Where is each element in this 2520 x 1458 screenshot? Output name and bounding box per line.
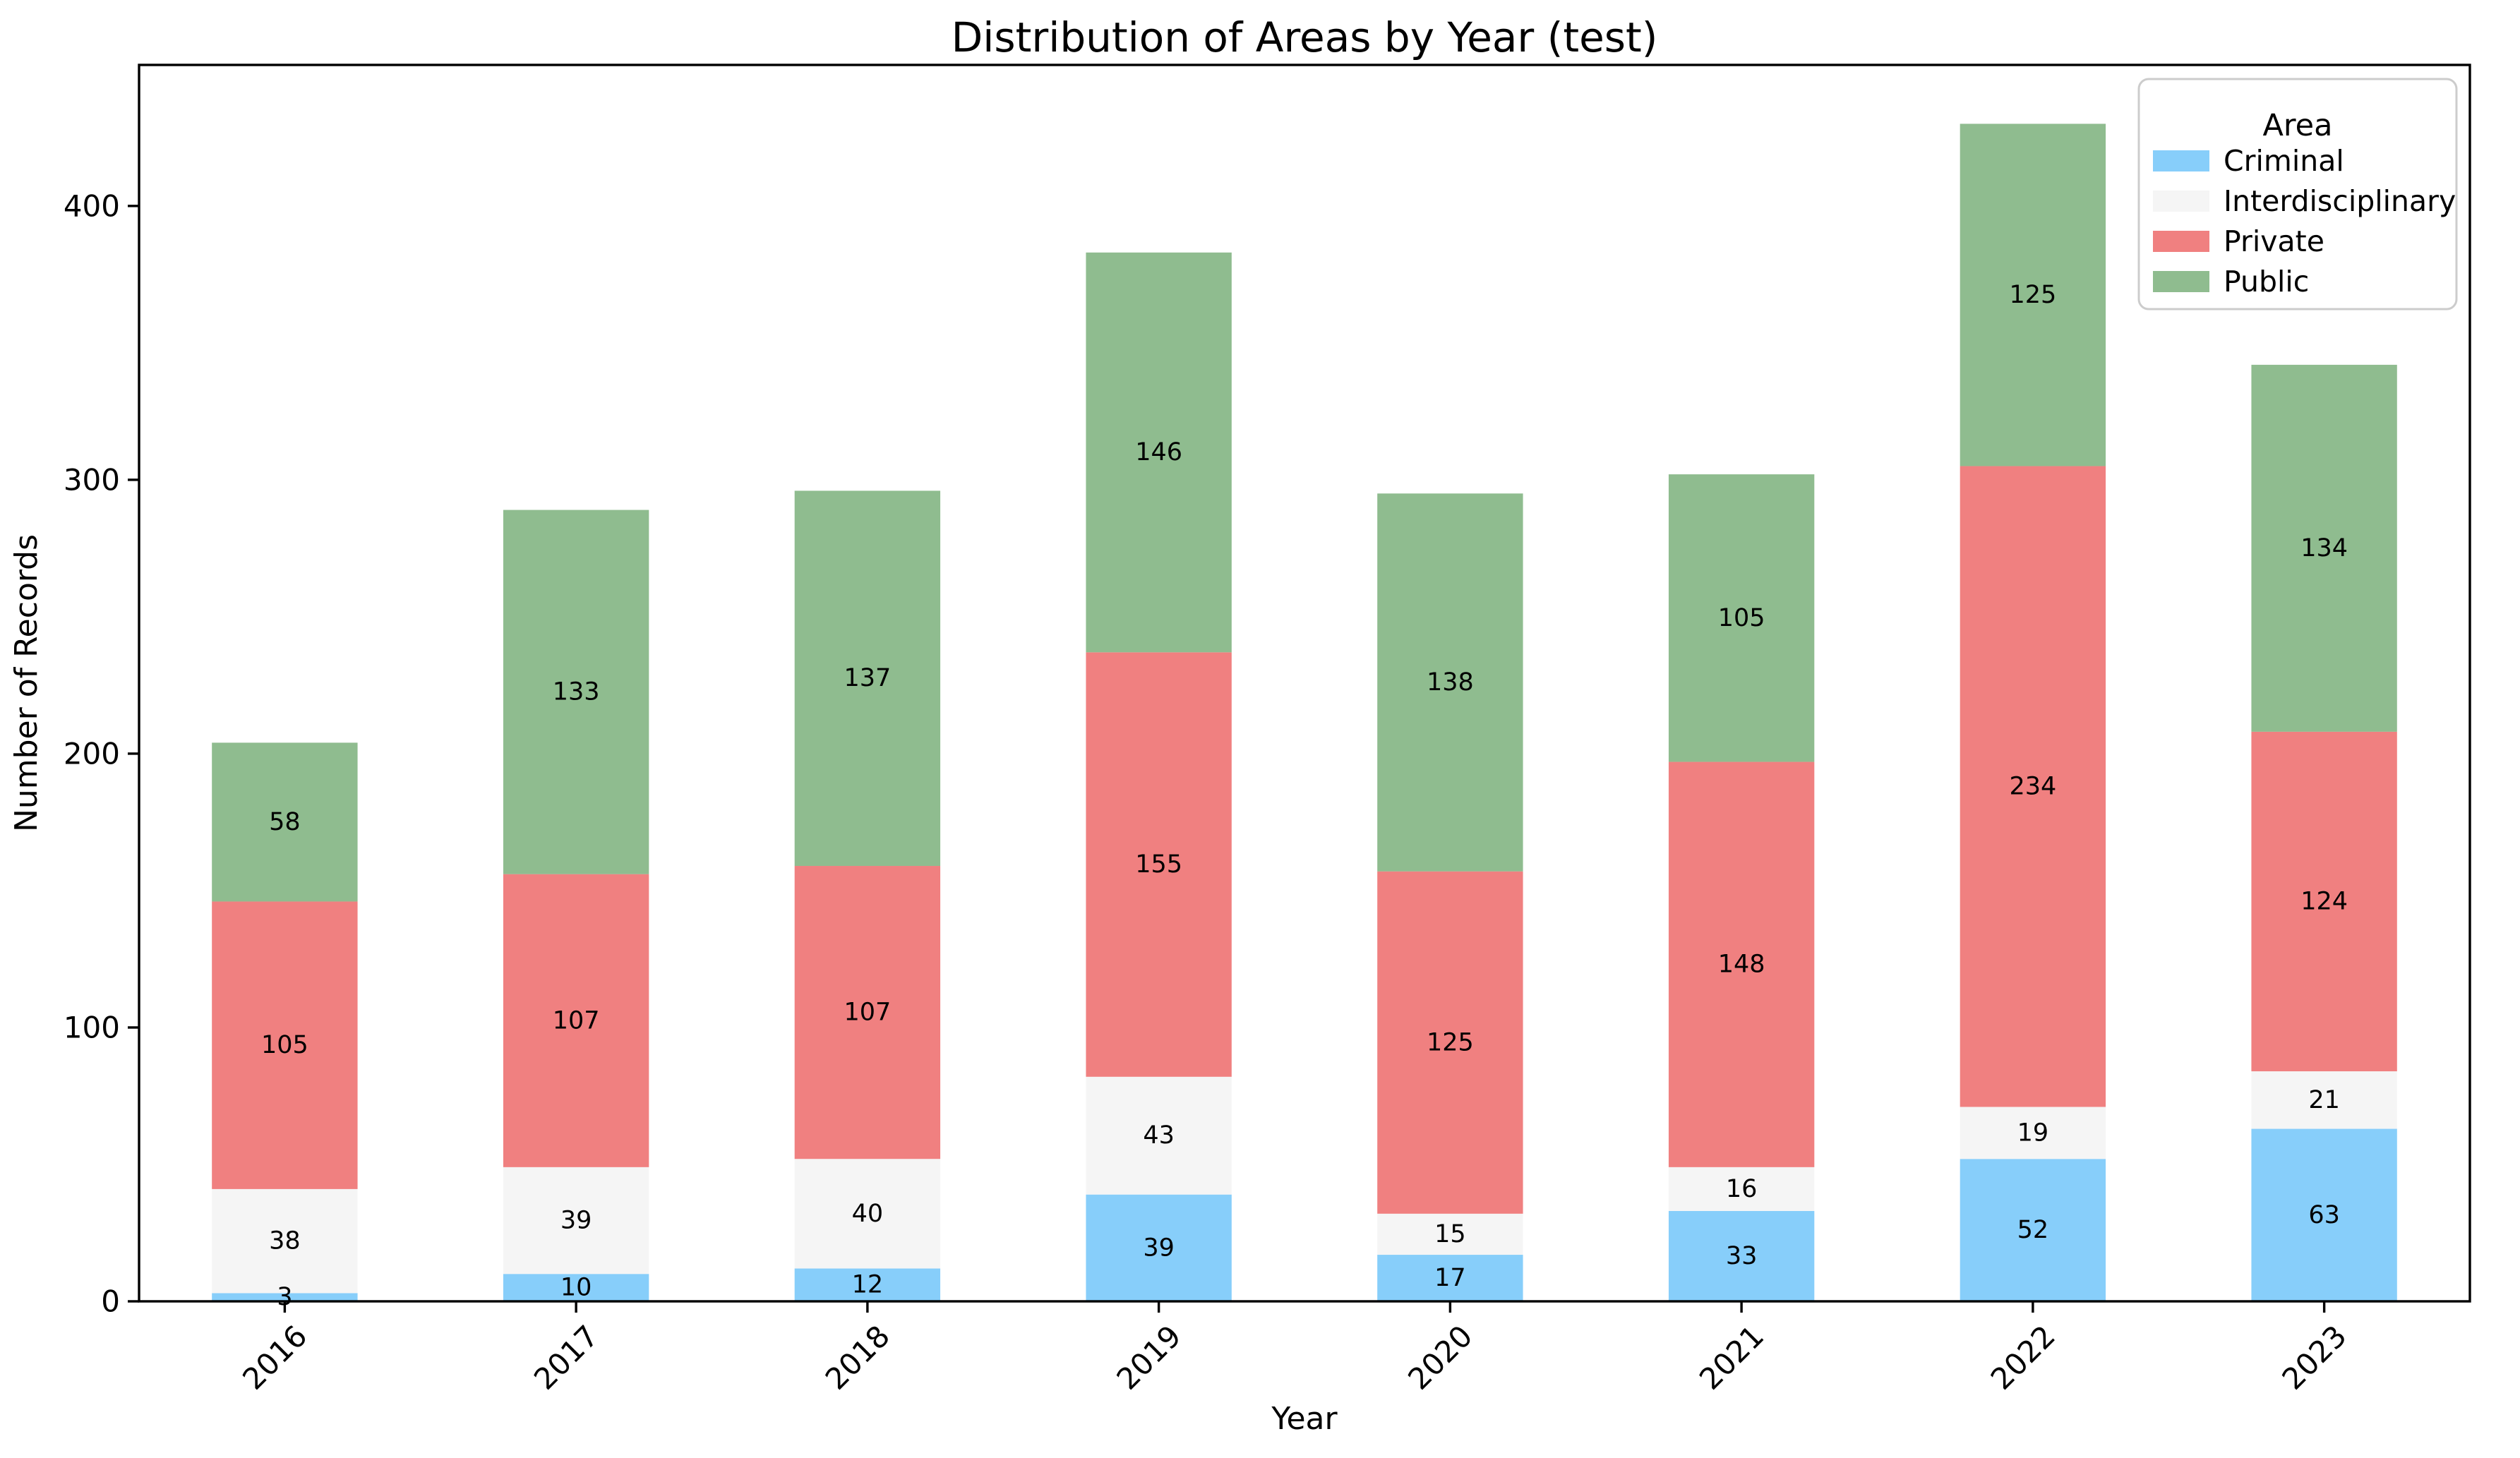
bar-value-label-2020-interdisciplinary: 15 [1434, 1220, 1466, 1248]
bar-segment-2023-private [2251, 731, 2397, 1072]
bar-value-label-2020-public: 138 [1427, 668, 1474, 697]
legend-swatch-public [2153, 271, 2209, 292]
bar-segment-2020-interdisciplinary [1377, 1213, 1523, 1255]
y-axis: 0 100 200 300 400 [64, 188, 139, 1319]
y-tick-label-400: 400 [64, 188, 120, 223]
bar-value-label-2017-criminal: 10 [560, 1274, 592, 1302]
bar-value-label-2019-interdisciplinary: 43 [1143, 1121, 1175, 1150]
bar-value-label-2021-private: 148 [1718, 951, 1765, 979]
legend-label-criminal: Criminal [2224, 144, 2344, 178]
bar-segment-2021-public [1668, 474, 1815, 762]
bar-value-label-2020-criminal: 17 [1434, 1264, 1466, 1292]
legend-label-interdisciplinary: Interdisciplinary [2224, 184, 2456, 218]
bar-value-label-2016-criminal: 3 [277, 1283, 292, 1311]
bar-segment-2023-criminal [2251, 1128, 2397, 1301]
bar-segment-2020-public [1377, 493, 1523, 872]
bar-segment-2020-private [1377, 871, 1523, 1214]
bar-value-label-2021-public: 105 [1718, 604, 1765, 632]
legend-swatch-criminal [2153, 150, 2209, 171]
bar-segment-2017-interdisciplinary [503, 1167, 649, 1275]
bar-segment-2022-public [1960, 123, 2106, 466]
bar-labels-group: 3 38 105 58 10 39 107 133 12 40 107 137 39 43 155 146 17… [261, 281, 2348, 1311]
legend-label-public: Public [2224, 265, 2309, 299]
legend-box [2137, 78, 2458, 311]
bar-value-label-2017-public: 133 [553, 678, 600, 706]
bar-value-label-2016-interdisciplinary: 38 [269, 1227, 301, 1255]
y-tick-label-300: 300 [64, 462, 120, 497]
bar-value-label-2023-interdisciplinary: 21 [2308, 1086, 2340, 1114]
bar-segment-2019-criminal [1086, 1194, 1232, 1301]
bar-segment-2016-criminal [212, 1293, 358, 1301]
bar-value-label-2022-criminal: 52 [2017, 1216, 2049, 1244]
legend-title: Area [2263, 108, 2333, 143]
bar-segment-2021-private [1668, 761, 1815, 1167]
y-tick-label-100: 100 [64, 1010, 120, 1044]
x-axis-label: Year [1271, 1401, 1338, 1437]
bar-value-label-2016-private: 105 [261, 1031, 308, 1059]
bar-value-label-2018-interdisciplinary: 40 [852, 1200, 884, 1228]
bar-value-label-2018-criminal: 12 [852, 1271, 884, 1299]
bar-value-label-2017-interdisciplinary: 39 [560, 1207, 592, 1235]
bar-segment-2016-private [212, 901, 358, 1189]
bar-value-label-2021-interdisciplinary: 16 [1726, 1175, 1758, 1203]
bar-value-label-2019-criminal: 39 [1143, 1234, 1175, 1262]
bar-value-label-2022-interdisciplinary: 19 [2017, 1119, 2049, 1147]
bar-segment-2023-public [2251, 364, 2397, 732]
bar-value-label-2019-private: 155 [1135, 850, 1182, 879]
bar-segment-2022-private [1960, 466, 2106, 1107]
bar-value-label-2022-public: 125 [2009, 281, 2056, 309]
bar-segment-2018-criminal [794, 1268, 941, 1301]
bar-segment-2016-public [212, 742, 358, 902]
bar-segment-2017-criminal [503, 1274, 649, 1301]
bar-segment-2021-interdisciplinary [1668, 1167, 1815, 1211]
bar-segment-2018-interdisciplinary [794, 1159, 941, 1269]
bar-value-label-2016-public: 58 [269, 808, 301, 836]
bar-segment-2020-criminal [1377, 1255, 1523, 1301]
bar-segment-2016-interdisciplinary [212, 1188, 358, 1294]
legend-label-private: Private [2224, 224, 2324, 258]
bar-segment-2018-private [794, 866, 941, 1159]
bar-segment-2017-private [503, 874, 649, 1167]
axes-frame [138, 64, 2471, 1303]
bar-value-label-2023-criminal: 63 [2308, 1201, 2340, 1229]
bar-value-label-2020-private: 125 [1427, 1028, 1474, 1056]
bar-value-label-2019-public: 146 [1135, 438, 1182, 466]
bar-segment-2019-interdisciplinary [1086, 1076, 1232, 1195]
y-tick-label-0: 0 [101, 1284, 120, 1319]
bar-segment-2017-public [503, 510, 649, 874]
bar-value-label-2017-private: 107 [553, 1006, 600, 1035]
legend-swatch-interdisciplinary [2153, 191, 2209, 212]
bar-segment-2019-private [1086, 652, 1232, 1077]
bars-group [212, 123, 2397, 1301]
bar-value-label-2018-public: 137 [844, 664, 891, 692]
bar-segment-2022-interdisciplinary [1960, 1107, 2106, 1159]
y-tick-label-200: 200 [64, 736, 120, 771]
bar-value-label-2018-private: 107 [844, 999, 891, 1027]
bar-segment-2019-public [1086, 252, 1232, 653]
bar-value-label-2022-private: 234 [2009, 772, 2056, 800]
bar-segment-2018-public [794, 490, 941, 867]
bar-segment-2022-criminal [1960, 1159, 2106, 1301]
chart-title: Distribution of Areas by Year (test) [952, 13, 1658, 61]
bar-value-label-2023-private: 124 [2300, 887, 2348, 915]
bar-segment-2021-criminal [1668, 1210, 1815, 1301]
bar-segment-2023-interdisciplinary [2251, 1071, 2397, 1129]
legend-swatch-private [2153, 231, 2209, 252]
y-axis-label: Number of Records [8, 534, 44, 832]
bar-value-label-2023-public: 134 [2300, 534, 2348, 562]
bar-value-label-2021-criminal: 33 [1726, 1242, 1758, 1270]
